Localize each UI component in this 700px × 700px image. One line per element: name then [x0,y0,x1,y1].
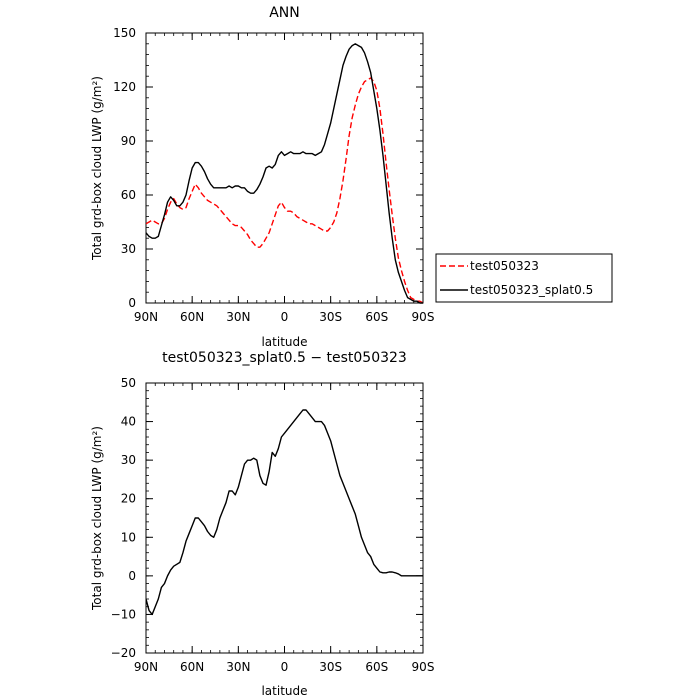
y-tick-label: −20 [111,646,136,660]
minor-ticks [145,32,424,304]
legend-box [435,253,613,303]
x-axis-label: latitude [261,335,307,349]
y-tick-label: 90 [121,134,136,148]
y-tick-label: 30 [121,453,136,467]
panel-2: 90N 60N 30N 0 30S 60S 90S −20 −10 0 10 20 30 40 50 test… [90,350,434,698]
y-axis-label: Total grd-box cloud LWP (g/m²) [90,76,104,261]
x-tick-label: 90S [412,310,435,324]
legend-label-2: test050323_splat0.5 [470,283,593,297]
legend-label-1: test050323 [470,259,539,273]
x-tick-label: 60S [365,660,388,674]
plot-frame [145,32,424,304]
y-tick-label: 60 [121,188,136,202]
x-tick-label: 90N [134,660,158,674]
x-tick-label: 60N [180,310,204,324]
x-tick-label: 0 [281,310,289,324]
y-tick-label: 0 [128,569,136,583]
x-tick-label: 60S [365,310,388,324]
y-tick-label: 120 [113,80,136,94]
series-line-2 [146,43,423,304]
y-tick-label: 40 [121,415,136,429]
y-tick-label: 20 [121,492,136,506]
x-axis-label: latitude [261,684,307,698]
x-tick-label: 60N [180,660,204,674]
series-line-1 [146,409,423,616]
x-tick-label: 30N [226,660,250,674]
y-tick-label: 30 [121,242,136,256]
chart-title: test050323_splat0.5 − test050323 [162,350,407,366]
x-tick-label: 90S [412,660,435,674]
y-tick-label: −10 [111,607,136,621]
series-line-1 [146,77,423,304]
chart-title: ANN [269,5,300,21]
x-tick-label: 0 [281,660,289,674]
y-tick-label: 50 [121,376,136,390]
legend: test050323 test050323_splat0.5 [435,253,613,303]
y-tick-label: 150 [113,26,136,40]
x-tick-label: 30S [319,310,342,324]
x-tick-label: 30S [319,660,342,674]
x-tick-label: 30N [226,310,250,324]
y-tick-label: 10 [121,530,136,544]
y-axis-label: Total grd-box cloud LWP (g/m²) [90,426,104,611]
minor-ticks [145,382,424,654]
panel-1: 90N 60N 30N 0 30S 60S 90S 0 30 60 90 120 150 ANN latit… [90,5,613,349]
y-tick-label: 0 [128,296,136,310]
x-tick-label: 90N [134,310,158,324]
plot-frame [145,382,424,654]
